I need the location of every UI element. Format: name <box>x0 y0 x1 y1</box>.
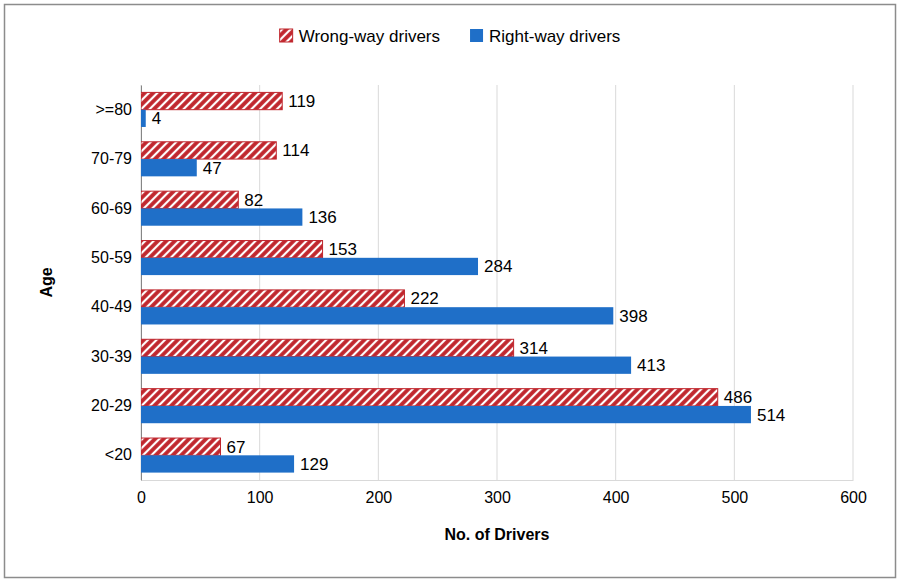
x-axis: 0 100 200 300 400 500 600 <box>137 480 867 506</box>
data-label: 514 <box>757 406 785 425</box>
legend-swatch <box>280 29 293 42</box>
data-label: 222 <box>410 289 438 308</box>
x-tick-label: 100 <box>247 489 274 506</box>
bar <box>141 208 302 225</box>
bar <box>141 258 478 275</box>
bar <box>141 142 276 159</box>
y-tick-label: 40-49 <box>91 298 132 315</box>
y-tick-label: <20 <box>105 446 132 463</box>
bar <box>141 389 718 406</box>
y-tick: 30-39 <box>91 348 141 365</box>
data-label: 398 <box>619 307 647 326</box>
chart: 0 100 200 300 400 500 600 <20 20-29 30-39 40-49 50-… <box>0 0 900 582</box>
legend: Wrong-way drivers Right-way drivers <box>280 27 621 46</box>
y-axis: <20 20-29 30-39 40-49 50-59 60-69 70-79 >=80 <box>91 86 141 481</box>
data-label: 129 <box>300 455 328 474</box>
bar <box>141 339 514 356</box>
bar <box>141 290 404 307</box>
legend-item: Right-way drivers <box>470 27 620 46</box>
x-tick-label: 600 <box>840 489 867 506</box>
legend-label: Wrong-way drivers <box>299 27 440 46</box>
x-tick: 400 <box>603 480 630 506</box>
x-tick-label: 300 <box>484 489 511 506</box>
bar <box>141 406 751 423</box>
bar <box>141 159 197 176</box>
y-tick: >=80 <box>96 101 141 118</box>
x-axis-title: No. of Drivers <box>445 526 550 543</box>
x-tick: 600 <box>840 480 867 506</box>
x-tick-label: 200 <box>365 489 392 506</box>
y-tick: 20-29 <box>91 397 141 414</box>
x-tick: 0 <box>137 480 146 506</box>
x-tick: 100 <box>247 480 274 506</box>
y-tick: 40-49 <box>91 298 141 315</box>
y-tick: 50-59 <box>91 249 141 266</box>
data-labels: 67 486 314 222 153 82 114 119 129 514 413 398 284 136… <box>152 92 786 474</box>
data-label: 284 <box>484 257 512 276</box>
y-tick-label: >=80 <box>96 101 133 118</box>
data-label: 114 <box>282 141 309 160</box>
bar <box>141 110 146 127</box>
y-axis-title: Age <box>38 267 55 297</box>
chart-frame <box>5 5 896 578</box>
y-tick: 60-69 <box>91 200 141 217</box>
y-tick-label: 50-59 <box>91 249 132 266</box>
data-label: 486 <box>724 388 752 407</box>
y-tick: <20 <box>105 446 141 463</box>
y-tick-label: 70-79 <box>91 150 132 167</box>
bar <box>141 455 294 472</box>
data-label: 136 <box>308 208 336 227</box>
x-axis-line <box>142 480 854 481</box>
y-tick-label: 20-29 <box>91 397 132 414</box>
legend-swatch <box>470 29 483 42</box>
data-label: 47 <box>203 159 222 178</box>
bar <box>141 307 613 324</box>
data-label: 314 <box>520 339 548 358</box>
y-tick: 70-79 <box>91 150 141 167</box>
y-tick-label: 60-69 <box>91 200 132 217</box>
data-label: 153 <box>329 240 357 259</box>
y-tick-label: 30-39 <box>91 348 132 365</box>
x-tick: 200 <box>365 480 392 506</box>
x-tick-label: 400 <box>603 489 630 506</box>
data-label: 4 <box>152 109 161 128</box>
data-label: 119 <box>288 92 315 111</box>
legend-item: Wrong-way drivers <box>280 27 440 46</box>
x-tick-label: 0 <box>137 489 146 506</box>
bar <box>141 241 323 258</box>
bars <box>141 92 751 472</box>
grid-line <box>853 85 854 480</box>
bar <box>141 191 238 208</box>
legend-label: Right-way drivers <box>489 27 620 46</box>
bar <box>141 92 282 109</box>
grid <box>141 85 853 480</box>
x-tick-label: 500 <box>721 489 748 506</box>
data-label: 413 <box>637 356 665 375</box>
x-tick: 300 <box>484 480 511 506</box>
bar <box>141 438 221 455</box>
x-tick: 500 <box>721 480 748 506</box>
data-label: 67 <box>227 438 246 457</box>
bar <box>141 357 631 374</box>
data-label: 82 <box>244 191 263 210</box>
